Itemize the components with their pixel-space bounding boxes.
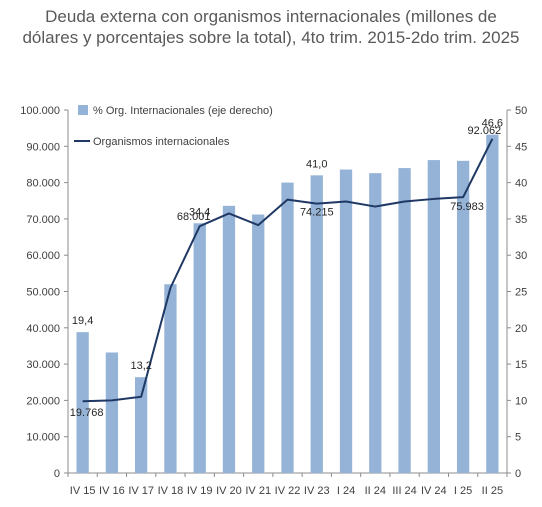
x-tick-label: IV 18 <box>158 485 184 497</box>
y-left-tick-label: 50.000 <box>26 287 60 299</box>
bar <box>310 175 323 473</box>
x-tick-label: IV 23 <box>304 485 330 497</box>
legend-label-bar: % Org. Internacionales (eje derecho) <box>93 105 273 117</box>
bar <box>76 332 89 473</box>
x-tick-label: II 25 <box>482 485 503 497</box>
y-left-tick-label: 100.000 <box>20 105 60 117</box>
x-tick-label: IV 22 <box>275 485 301 497</box>
y-right-tick-label: 50 <box>515 105 527 117</box>
bar <box>427 160 440 473</box>
y-left-tick-label: 20.000 <box>26 395 60 407</box>
bar <box>281 182 294 473</box>
x-tick-label: IV 17 <box>128 485 154 497</box>
y-left-tick-label: 70.000 <box>26 214 60 226</box>
chart-title: Deuda externa con organismos internacion… <box>22 7 520 47</box>
line-data-label: 74.215 <box>300 207 334 219</box>
x-tick-label: IV 21 <box>245 485 271 497</box>
y-right-tick-label: 45 <box>515 141 527 153</box>
x-tick-label: I 25 <box>454 485 472 497</box>
x-tick-label: IV 16 <box>99 485 125 497</box>
bar <box>193 223 206 473</box>
x-tick-label: IV 19 <box>187 485 213 497</box>
bar <box>222 205 236 473</box>
y-right-tick-label: 20 <box>515 323 527 335</box>
legend: % Org. Internacionales (eje derecho) Orga… <box>74 105 273 148</box>
y-left-tick-label: 60.000 <box>26 250 60 262</box>
bar-data-label: 41,0 <box>306 158 327 170</box>
y-right-tick-label: 35 <box>515 214 527 226</box>
y-right-tick-label: 25 <box>515 287 527 299</box>
line-data-label: 68.001 <box>177 211 211 223</box>
y-right-tick-label: 40 <box>515 178 527 190</box>
y-right-tick-label: 10 <box>515 395 527 407</box>
y-left-tick-label: 40.000 <box>26 323 60 335</box>
bar <box>456 160 470 473</box>
bar-data-label: 46,6 <box>482 118 503 130</box>
series-line <box>82 138 494 403</box>
x-tick-label: IV 15 <box>70 485 96 497</box>
bar <box>369 173 382 474</box>
bar <box>398 168 411 473</box>
y-right-tick-label: 15 <box>515 359 527 371</box>
y-left-tick-label: 30.000 <box>26 359 60 371</box>
x-tick-label: I 24 <box>337 485 355 497</box>
y-right-tick-label: 0 <box>515 468 521 480</box>
y-left-tick-label: 0 <box>54 468 60 480</box>
legend-label-line: Organismos internacionales <box>93 136 230 148</box>
bar <box>486 134 499 473</box>
line-data-label: 19.768 <box>70 407 104 419</box>
line-data-label: 75.983 <box>450 201 484 213</box>
legend-swatch-bar <box>78 105 88 115</box>
bar-data-label: 34,4 <box>189 206 210 218</box>
line-data-label: 92.062 <box>468 125 502 137</box>
x-tick-label: IV 20 <box>216 485 242 497</box>
bar <box>105 352 119 473</box>
y-left-tick-label: 90.000 <box>26 141 60 153</box>
x-tick-label: II 24 <box>365 485 386 497</box>
bar <box>339 169 353 474</box>
y-left-tick-label: 10.000 <box>26 432 60 444</box>
bar-data-label: 13,2 <box>130 360 151 372</box>
bar-data-label: 19,4 <box>72 315 93 327</box>
bar <box>252 214 265 473</box>
x-tick-label: III 24 <box>392 485 416 497</box>
y-right-tick-label: 30 <box>515 250 527 262</box>
y-right-tick-label: 5 <box>515 432 521 444</box>
bar <box>164 284 177 473</box>
bar <box>135 377 148 473</box>
y-left-tick-label: 80.000 <box>26 178 60 190</box>
x-tick-label: IV 24 <box>421 485 447 497</box>
